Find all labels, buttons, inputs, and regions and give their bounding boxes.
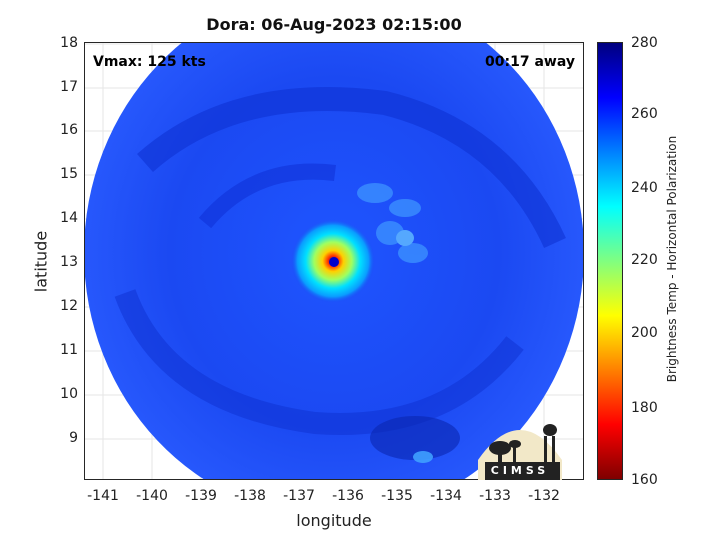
colorbar xyxy=(597,42,623,480)
x-axis-label: longitude xyxy=(296,511,372,530)
colorbar-tick: 220 xyxy=(631,252,658,268)
colorbar-tick: 200 xyxy=(631,325,658,341)
x-tick: -133 xyxy=(479,488,511,504)
x-tick: -135 xyxy=(381,488,413,504)
y-tick: 18 xyxy=(60,35,78,51)
colorbar-tick: 260 xyxy=(631,106,658,122)
colorbar-tick: 160 xyxy=(631,472,658,488)
swath-image xyxy=(85,43,583,479)
y-tick: 13 xyxy=(60,254,78,270)
vmax-annotation: Vmax: 125 kts xyxy=(93,54,206,70)
x-tick: -140 xyxy=(136,488,168,504)
y-tick: 17 xyxy=(60,79,78,95)
y-axis-label: latitude xyxy=(31,230,51,293)
y-tick: 9 xyxy=(69,430,78,446)
y-tick: 15 xyxy=(60,166,78,182)
x-tick: -132 xyxy=(528,488,560,504)
y-tick: 12 xyxy=(60,298,78,314)
x-tick: -136 xyxy=(332,488,364,504)
map-title: Dora: 06-Aug-2023 02:15:00 xyxy=(206,15,462,34)
time-away-annotation: 00:17 away xyxy=(485,54,575,70)
x-tick: -141 xyxy=(87,488,119,504)
x-tick: -139 xyxy=(185,488,217,504)
map-plot-area: Vmax: 125 kts 00:17 away xyxy=(84,42,584,480)
colorbar-label: Brightness Temp - Horizontal Polarizatio… xyxy=(665,135,679,383)
x-tick: -138 xyxy=(234,488,266,504)
y-tick: 16 xyxy=(60,122,78,138)
colorbar-tick: 240 xyxy=(631,180,658,196)
rainbands xyxy=(357,183,428,263)
cimss-logo-text: CIMSS xyxy=(490,464,550,477)
colorbar-tick: 280 xyxy=(631,35,658,51)
y-tick: 11 xyxy=(60,342,78,358)
x-tick: -134 xyxy=(430,488,462,504)
cimss-logo xyxy=(478,424,562,480)
y-tick: 10 xyxy=(60,386,78,402)
y-tick: 14 xyxy=(60,210,78,226)
x-tick: -137 xyxy=(283,488,315,504)
colorbar-tick: 180 xyxy=(631,400,658,416)
